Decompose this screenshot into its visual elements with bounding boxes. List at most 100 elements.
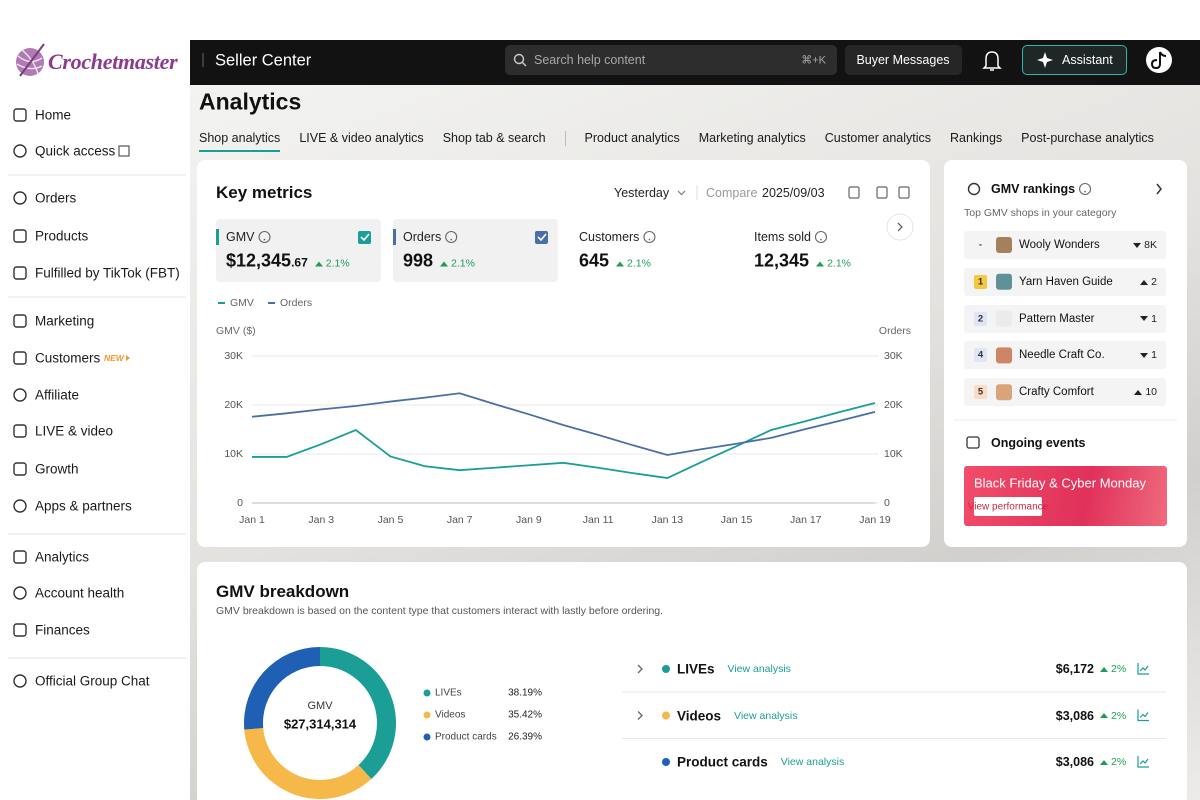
view-analysis-link[interactable]: View analysis [734,709,798,722]
banner-title: Black Friday & Cyber Monday [974,475,1146,491]
tab[interactable]: Rankings [950,131,1003,145]
rank-badge [974,348,987,363]
trend-arrow [816,261,825,267]
tab[interactable]: Shop analytics [199,131,281,152]
icon [13,462,27,476]
change-value: 2.1% [627,257,651,270]
gmv-value: $6,172 [1055,662,1094,676]
rank-change: 10 [1134,386,1157,398]
buyer-messages-button[interactable] [845,45,962,75]
trend-arrow [1134,389,1143,395]
icon [13,388,27,402]
rank: 4 [977,349,984,361]
nav-item[interactable]: Home [35,107,72,123]
badge-arrow [126,355,130,361]
card-subtitle: Top GMV shops in your category [964,207,1117,219]
nav-item[interactable]: LIVE & video [35,423,114,439]
nav-item[interactable]: Growth [35,461,79,477]
rank: 5 [977,386,984,398]
gmv-change: 2% [1100,756,1126,768]
change-value: 2% [1111,663,1127,675]
trend-arrow [440,261,449,267]
nav-item[interactable]: Finances [35,622,90,638]
metric-card[interactable] [216,219,381,282]
change-value: 8K [1144,239,1157,251]
date-filter[interactable]: Yesterday [614,186,670,200]
donut-label: GMV [307,700,333,712]
nav-item[interactable]: Quick access [35,143,116,159]
metric-checkbox[interactable] [358,231,371,244]
rank-change: 1 [1140,313,1157,325]
gmv-value: $3,086 [1055,708,1094,723]
legend-label: Product cards [435,731,497,743]
metric-label: Customers [579,230,640,244]
tab[interactable]: Marketing analytics [698,131,806,145]
change-value: 2.1% [325,257,350,270]
shortcut-hint: ⌘+K [801,54,826,67]
change-value: 2.1% [451,257,475,270]
legend-label: Videos [435,709,466,721]
logo-yarn-lines [16,49,43,75]
event-banner[interactable] [964,466,1167,526]
nav-item[interactable]: Orders [35,190,77,206]
card-subtitle: GMV breakdown is based on the content ty… [216,605,664,617]
tab[interactable]: LIVE & video analytics [299,131,424,145]
tab-bar: Shop analytics LIVE & video analytics Shop… [199,131,1154,152]
gmv-change: 2% [1100,663,1126,675]
metric-value-row: $12,345.67 2.1% [226,251,350,272]
tab[interactable]: Shop tab & search [442,131,546,145]
legend-label: LIVEs [435,687,462,699]
trend-arrow [1133,242,1142,248]
nav-item[interactable]: Marketing [35,313,95,329]
metric-change: 2.1% [616,258,651,270]
metric-change: 2.1% [314,257,350,270]
trend-arrow [1100,666,1108,672]
icon [13,424,27,438]
tab[interactable]: Product analytics [584,131,680,145]
nav-item[interactable]: Apps & partners [35,498,132,514]
change-value: 2.1% [827,257,851,270]
metric-card[interactable] [393,219,558,282]
legend-label: Orders [280,297,313,309]
metric-value: 645 [579,250,610,271]
icon [13,191,27,205]
metric-change: 2.1% [440,258,475,270]
view-analysis-link[interactable]: View analysis [780,756,845,768]
gmv-value: $3,086 [1055,755,1094,769]
shop-name: Pattern Master [1019,312,1095,325]
nav-item[interactable]: Customers [35,350,101,366]
rank-change: 1 [1140,349,1157,361]
view-analysis-link[interactable]: View analysis [727,663,791,675]
nav-item[interactable]: Products [35,228,89,244]
icon [13,314,27,328]
trend-arrow [1100,759,1108,765]
logo-hook [19,43,45,77]
trend-arrow [616,261,625,267]
metric-checkbox[interactable] [535,231,548,244]
search-placeholder: Search help content [534,53,646,67]
search-box[interactable] [505,45,837,75]
tab[interactable]: Customer analytics [824,131,932,145]
tab[interactable]: Post-purchase analytics [1021,131,1154,145]
metric-value-row: 645 2.1% [579,251,651,272]
nav-item[interactable]: Account health [35,585,125,601]
nav-item[interactable]: Affiliate [35,387,80,403]
view-performance-button[interactable] [974,497,1042,516]
legend-value: 26.39% [508,731,542,743]
metric-value-row: 998 2.1% [403,251,475,272]
trend-arrow [1140,279,1149,285]
icon [13,351,27,365]
card-title: GMV rankings [991,182,1076,196]
nav-item[interactable]: Fulfilled by TikTok (FBT) [35,265,180,281]
page-title: Analytics [199,88,302,115]
logo-yarn [16,48,44,76]
external-link-icon [118,145,130,157]
metric-value: 12,345 [754,250,810,271]
nav-item[interactable]: Analytics [35,549,90,565]
compare-date[interactable]: 2025/09/03 [762,186,825,200]
change-value: 1 [1151,349,1157,362]
metric-value-row: 12,345 2.1% [754,251,851,272]
rank-badge [974,385,987,400]
shop-name: Yarn Haven Guide [1019,275,1113,288]
nav-item[interactable]: Official Group Chat [35,673,150,689]
